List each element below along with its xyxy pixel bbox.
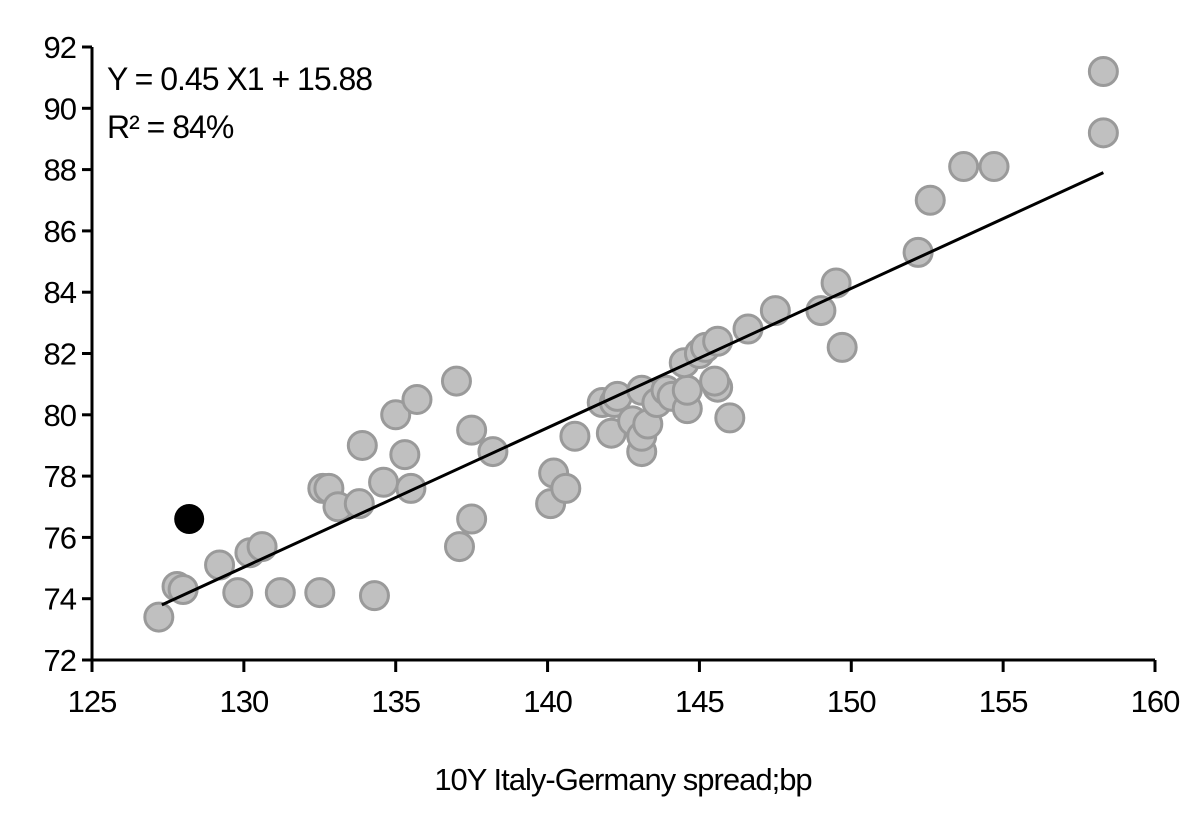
data-point <box>264 577 296 609</box>
data-point <box>714 402 746 434</box>
y-tick-label: 82 <box>44 337 76 372</box>
regression-equation: Y = 0.45 X1 + 15.88 <box>107 61 372 97</box>
x-tick-label: 160 <box>1131 684 1180 719</box>
data-point <box>948 151 980 183</box>
y-tick-label: 78 <box>44 459 76 494</box>
data-point <box>456 414 488 446</box>
data-point <box>559 420 591 452</box>
data-point <box>304 577 336 609</box>
data-point <box>699 365 731 397</box>
data-point <box>820 267 852 299</box>
data-point <box>443 531 475 563</box>
x-tick-label: 135 <box>371 684 420 719</box>
data-point <box>358 580 390 612</box>
data-point <box>246 531 278 563</box>
data-point <box>456 503 488 535</box>
data-point <box>389 439 421 471</box>
y-tick-label: 84 <box>44 275 77 310</box>
data-point <box>401 383 433 415</box>
data-point <box>395 472 427 504</box>
trendline-group <box>161 171 1104 607</box>
data-point <box>914 184 946 216</box>
data-points <box>143 56 1119 633</box>
data-point <box>368 466 400 498</box>
data-point <box>1087 56 1119 88</box>
data-point <box>805 295 837 327</box>
data-point <box>1087 117 1119 149</box>
x-tick-label: 140 <box>523 684 572 719</box>
data-point <box>759 295 791 327</box>
data-point <box>978 151 1010 183</box>
data-point <box>826 331 858 363</box>
data-point <box>671 374 703 406</box>
data-point <box>440 365 472 397</box>
r-squared-label: R² = 84% <box>107 109 234 145</box>
y-tick-label: 72 <box>44 643 76 678</box>
data-point <box>143 601 175 633</box>
x-tick-label: 155 <box>979 684 1028 719</box>
data-point <box>550 472 582 504</box>
x-tick-label: 145 <box>675 684 724 719</box>
axes: 72 74 76 78 80 82 84 86 88 90 92 125 130 135 140 145 150… <box>44 30 1182 719</box>
y-tick-label: 88 <box>44 153 76 188</box>
y-tick-label: 86 <box>44 214 76 249</box>
data-point <box>702 325 734 357</box>
trendline <box>161 171 1104 607</box>
x-tick-label: 130 <box>219 684 268 719</box>
data-point <box>346 429 378 461</box>
x-tick-label: 125 <box>68 684 117 719</box>
y-tick-label: 90 <box>44 91 77 126</box>
y-tick-label: 74 <box>44 582 77 617</box>
y-tick-label: 76 <box>44 520 76 555</box>
y-tick-label: 80 <box>44 398 77 433</box>
data-point <box>222 577 254 609</box>
highlight-point <box>174 504 205 535</box>
x-tick-label: 150 <box>827 684 876 719</box>
data-point <box>380 399 412 431</box>
x-axis-label: 10Y Italy-Germany spread;bp <box>434 762 811 797</box>
y-tick-label: 92 <box>44 30 76 65</box>
